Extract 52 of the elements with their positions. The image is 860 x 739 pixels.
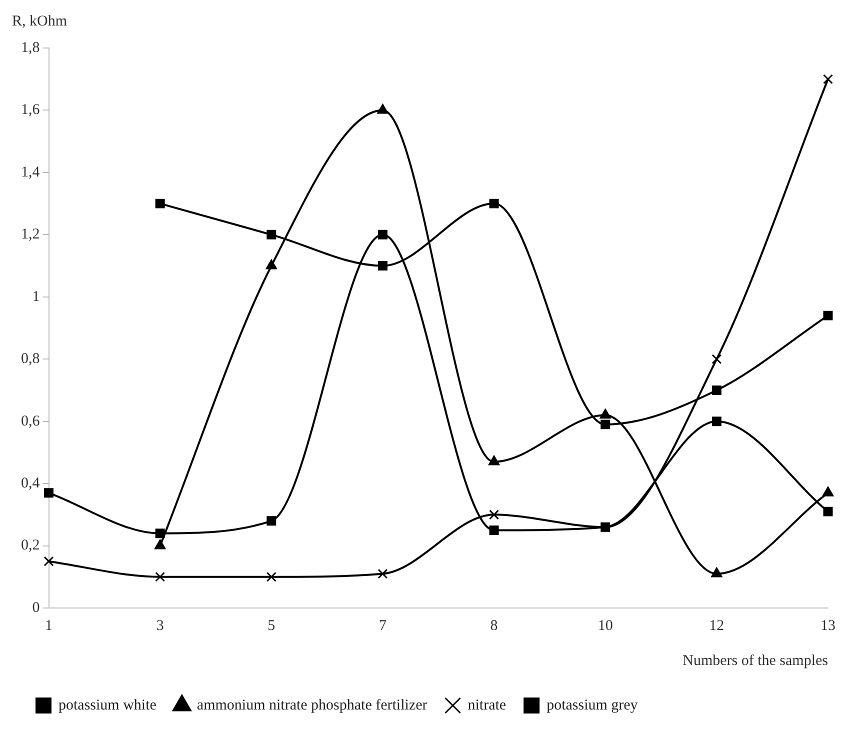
x-tick-label: 5 <box>268 618 276 634</box>
point <box>712 385 722 395</box>
point <box>823 506 833 516</box>
point <box>155 198 165 208</box>
legend-label: potassium grey <box>546 697 638 714</box>
x-tick-label: 12 <box>709 618 724 634</box>
y-tick-label: 1,8 <box>21 40 40 56</box>
x-tick-label: 8 <box>490 618 498 634</box>
legend-label: potassium white <box>58 697 157 714</box>
x-axis-title: Numbers of the samples <box>682 652 828 669</box>
point <box>378 230 388 240</box>
point <box>489 525 499 535</box>
point <box>155 528 165 538</box>
point <box>378 568 388 579</box>
point <box>712 354 722 364</box>
point <box>600 408 612 419</box>
point <box>155 572 166 582</box>
legend-label: ammonium nitrate phosphate fertilizer <box>196 697 428 714</box>
x-tick-label: 3 <box>156 618 164 634</box>
point <box>44 488 54 498</box>
y-tick-label: 0,6 <box>21 413 40 430</box>
y-tick-label: 0,2 <box>21 538 40 554</box>
point <box>154 539 166 550</box>
y-tick-label: 1,6 <box>21 102 40 118</box>
point <box>489 510 500 520</box>
y-tick-label: 1,4 <box>21 164 40 180</box>
y-tick-label: 0,8 <box>21 351 40 368</box>
point <box>823 310 833 320</box>
legend-label: nitrate <box>468 697 506 714</box>
point <box>266 572 276 582</box>
point <box>488 455 500 466</box>
x-tick-label: 13 <box>820 618 836 634</box>
y-tick-label: 0,4 <box>21 475 40 492</box>
x-tick-label: 10 <box>598 618 613 634</box>
point <box>378 261 388 271</box>
point <box>823 74 833 84</box>
point <box>266 230 276 240</box>
y-tick-label: 1 <box>32 288 40 305</box>
point <box>822 486 834 496</box>
point <box>266 259 278 270</box>
point <box>712 416 722 426</box>
point <box>44 556 54 566</box>
point <box>710 567 722 578</box>
point <box>377 104 388 114</box>
y-tick-label: 1,2 <box>21 226 40 243</box>
x-tick-label: 7 <box>378 618 387 634</box>
x-tick-label: 1 <box>45 618 52 634</box>
point <box>600 420 610 430</box>
y-axis-title: R, kOhm <box>12 13 68 30</box>
y-tick-label: 0 <box>32 600 40 616</box>
point <box>489 198 499 208</box>
point <box>266 516 276 526</box>
